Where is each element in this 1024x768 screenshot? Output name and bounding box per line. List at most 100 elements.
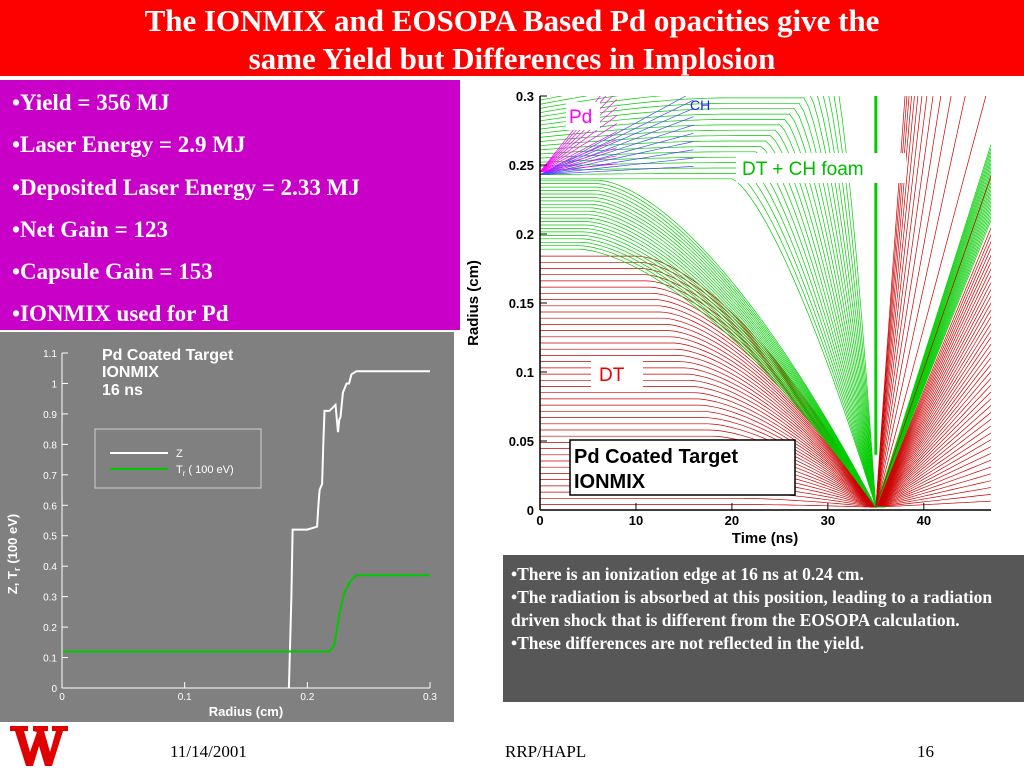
foam-expansion-trajectory [540, 140, 886, 508]
title-bar: The IONMIX and EOSOPA Based Pd opacities… [0, 0, 1024, 76]
y-tick-label: 0.15 [509, 296, 534, 311]
y-tick-label: 0 [527, 503, 534, 518]
plot-background [0, 332, 454, 722]
dt-expansion-trajectory [875, 96, 934, 508]
x-tick-label: 0 [536, 513, 543, 528]
dt-label-bg [591, 360, 643, 390]
foam-region-label: DT + CH foam [742, 159, 864, 180]
foam-trajectory [540, 144, 991, 509]
foam-trajectory [540, 186, 991, 508]
dt-trajectory [540, 384, 991, 508]
ch-trajectory [540, 157, 694, 176]
analysis-notes-box: •There is an ionization edge at 16 ns at… [503, 555, 1024, 702]
foam-expansion-trajectory [540, 135, 886, 508]
dt-trajectory [540, 398, 991, 508]
foam-expansion-trajectory [540, 129, 886, 508]
foam-expansion-trajectory [540, 151, 886, 508]
chart-title-line-3: 16 ns [102, 382, 143, 399]
pd-trajectory [540, 115, 618, 173]
wisconsin-w-logo [10, 726, 68, 766]
ch-trajectory [540, 149, 694, 176]
target-info-line-2: IONMIX [574, 471, 646, 493]
foam-expansion-trajectory [540, 167, 886, 508]
footer-date: 11/14/2001 [170, 742, 247, 761]
y-axis-label: Z, Tr(100 eV) [5, 514, 22, 595]
footer-center: RRP/HAPL [505, 742, 587, 761]
y-tick-label: 0.1 [43, 654, 57, 665]
bullet-laser-energy: •Laser Energy = 2.9 MJ [12, 132, 246, 157]
y-tick-label: 1 [51, 379, 57, 390]
foam-trajectory [540, 167, 991, 509]
dt-trajectory [540, 323, 991, 508]
foam-expansion-trajectory [540, 162, 886, 508]
dt-trajectory [540, 282, 991, 508]
x-tick-label: 0.3 [423, 692, 437, 703]
dt-expansion-trajectory [875, 96, 906, 508]
bullet-deposited-energy: •Deposited Laser Energy = 2.33 MJ [12, 175, 360, 200]
foam-trajectory [540, 201, 991, 508]
x-axis-label: Radius (cm) [209, 704, 283, 719]
y-tick-label: 0.6 [43, 501, 57, 512]
dt-expansion-trajectory [875, 96, 928, 508]
dt-expansion-trajectory [875, 96, 910, 508]
y-tick-label: 0.5 [43, 532, 57, 543]
x-tick-label: 40 [917, 513, 931, 528]
y-axis-label: Radius (cm) [465, 260, 482, 346]
dt-region-label: DT [599, 365, 625, 386]
bullet-yield: •Yield = 356 MJ [12, 90, 170, 115]
foam-trajectory [540, 205, 991, 508]
y-tick-label: 0.1 [516, 365, 534, 380]
radius-time-svg: 0 10 20 30 40 0 0.05 0.1 0.15 0.2 0.25 0.3 Pd CH D… [465, 89, 991, 547]
dt-expansion-trajectory [875, 96, 915, 508]
legend-tr-label: Tr( 100 eV) [176, 464, 234, 478]
dt-expansion-trajectory [875, 175, 991, 508]
foam-trajectory [540, 212, 991, 508]
pd-trajectory [540, 107, 618, 173]
series-line-t [62, 574, 430, 653]
dt-expansion-trajectory [875, 96, 966, 508]
ch-trajectory [540, 166, 694, 176]
note-ionization-edge: •There is an ionization edge at 16 ns at… [511, 564, 864, 584]
foam-trajectory [540, 155, 991, 509]
foam-trajectory [540, 148, 991, 509]
foam-expansion-trajectory [540, 124, 886, 508]
y-tick-label: 0.3 [516, 89, 534, 104]
dt-expansion-trajectory [875, 96, 919, 508]
z-tr-radius-chart: 0 0.1 0.2 0.3 0 0.1 0.2 0.3 0.4 0.5 0.6 0.7 0.8 0.9 1… [0, 332, 454, 722]
ch-trajectory [540, 99, 694, 176]
x-axis-label: Time (ns) [732, 530, 798, 547]
y-tick-label: 0.05 [509, 434, 534, 449]
ch-region-label: CH [690, 97, 710, 113]
chart-title-line-1: Pd Coated Target [102, 347, 234, 364]
y-tick-label: 0.2 [516, 227, 534, 242]
pd-trajectory [540, 131, 617, 173]
radius-time-chart: 0 10 20 30 40 0 0.05 0.1 0.15 0.2 0.25 0.3 Pd CH D… [463, 80, 1024, 550]
y-tick-label: 0.25 [509, 158, 534, 173]
foam-trajectory [540, 189, 991, 508]
legend-box [94, 428, 262, 489]
legend-z-label: Z [176, 448, 183, 460]
chart-title-line-2: IONMIX [102, 364, 159, 381]
dt-trajectory [540, 296, 991, 508]
dt-trajectory [540, 309, 991, 508]
foam-trajectory [540, 170, 991, 509]
dt-trajectory [540, 316, 991, 508]
dt-trajectory [540, 493, 991, 508]
target-parameters-box: •Yield = 356 MJ •Laser Energy = 2.9 MJ •… [0, 80, 460, 330]
footer-page-number: 16 [917, 742, 934, 761]
z-tr-chart-svg: 0 0.1 0.2 0.3 0 0.1 0.2 0.3 0.4 0.5 0.6 0.7 0.8 0.9 1… [0, 332, 454, 722]
dt-expansion-trajectory [875, 96, 942, 508]
y-tick-label: 0.8 [43, 440, 57, 451]
x-tick-label: 0.2 [300, 692, 314, 703]
dt-trajectory [540, 391, 991, 508]
pd-label-bg [566, 102, 600, 130]
y-tick-label: 1.1 [43, 349, 57, 360]
pd-trajectory [540, 163, 617, 173]
dt-trajectory [540, 405, 991, 508]
pd-trajectory [540, 139, 617, 173]
bullet-net-gain: •Net Gain = 123 [12, 217, 168, 242]
x-tick-label: 0 [59, 692, 65, 703]
y-tick-label: 0 [51, 684, 57, 695]
ch-trajectory [540, 116, 694, 176]
target-info-line-1: Pd Coated Target [574, 446, 738, 468]
